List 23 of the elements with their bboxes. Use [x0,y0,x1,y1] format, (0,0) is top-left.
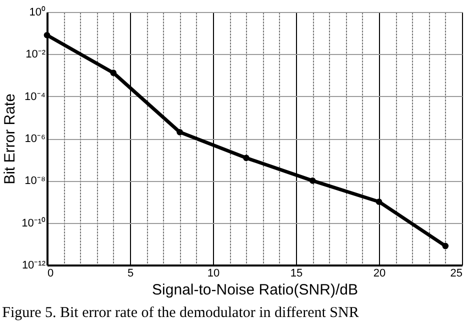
point [176,129,183,136]
y-tick-label: 10⁻¹⁰ [22,216,46,230]
point [110,70,117,76]
point [243,154,250,162]
y-tick-label: 10⁻¹² [22,260,46,272]
x-axis-title: Signal-to-Noise Ratio(SNR)/dB [152,282,358,298]
point [309,178,316,184]
y-tick-label: 10⁰ [29,6,46,18]
caption: Figure 5. Bit error rate of the demodulator in different SNR [2,305,359,321]
x-tick-label: 10 [207,268,220,280]
x-tick-label: 20 [373,268,386,280]
y-tick-label: 10⁻⁴ [24,90,46,103]
point [442,242,449,250]
x-tick-label: 15 [290,268,303,280]
x-tick-label: 5 [127,268,134,280]
x-tick-label: 25 [450,268,462,280]
y-tick-label: 10⁻² [26,48,46,61]
y-tick-label: 10⁻⁸ [24,175,46,188]
point [376,198,382,205]
x-tick-label: 0 [48,268,54,280]
y-axis-title: Bit Error Rate [2,94,19,184]
y-tick-label: 10⁻⁶ [24,133,46,145]
point [44,32,50,38]
